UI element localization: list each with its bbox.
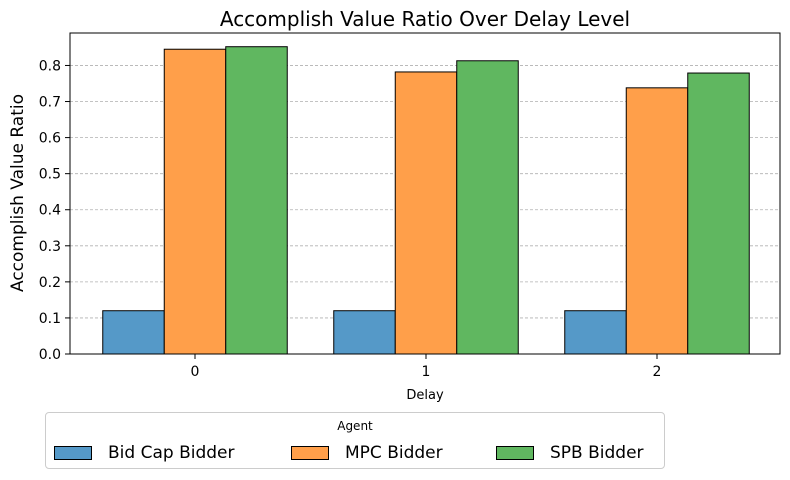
bar-bid-cap-bidder-2 xyxy=(564,310,627,355)
legend-swatch-bid-cap xyxy=(54,446,92,460)
y-tick-label: 0.5 xyxy=(39,167,61,183)
bar-spb-bidder-0 xyxy=(225,46,288,355)
legend-swatch-mpc xyxy=(291,446,329,460)
chart-title: Accomplish Value Ratio Over Delay Level xyxy=(220,7,630,31)
legend: Agent Bid Cap Bidder MPC Bidder SPB Bidd… xyxy=(45,412,665,469)
legend-label-spb: SPB Bidder xyxy=(550,443,644,463)
y-tick-label: 0.1 xyxy=(39,311,61,327)
x-tick-label: 0 xyxy=(191,364,200,380)
legend-item-bid-cap: Bid Cap Bidder xyxy=(54,443,234,463)
bar-spb-bidder-1 xyxy=(456,60,519,355)
y-axis-label: Accomplish Value Ratio xyxy=(8,94,28,292)
legend-item-spb: SPB Bidder xyxy=(496,443,644,463)
x-axis-label: Delay xyxy=(406,388,444,403)
bar-mpc-bidder-0 xyxy=(163,48,227,355)
y-tick-label: 0.8 xyxy=(39,58,61,74)
plot-frame xyxy=(69,32,781,355)
bar-bid-cap-bidder-0 xyxy=(102,310,165,355)
x-axis-ticks: 0 1 2 xyxy=(191,354,662,380)
y-tick-label: 0.7 xyxy=(39,95,61,111)
legend-title: Agent xyxy=(337,419,373,433)
legend-swatch-spb xyxy=(496,446,534,460)
y-tick-label: 0.4 xyxy=(39,203,61,219)
y-tick-label: 0.2 xyxy=(39,275,61,291)
bars xyxy=(102,46,750,355)
legend-label-bid-cap: Bid Cap Bidder xyxy=(108,443,235,463)
bar-bid-cap-bidder-1 xyxy=(333,310,396,355)
bar-mpc-bidder-1 xyxy=(394,71,458,355)
y-tick-label: 0.0 xyxy=(39,347,61,363)
x-tick-label: 2 xyxy=(653,364,662,380)
y-tick-label: 0.6 xyxy=(39,131,61,147)
bar-spb-bidder-2 xyxy=(687,72,750,355)
bar-mpc-bidder-2 xyxy=(625,87,689,355)
legend-label-mpc: MPC Bidder xyxy=(345,443,443,463)
y-axis-ticks: 0.0 0.1 0.2 0.3 0.4 0.5 0.6 0.7 0.8 xyxy=(39,58,70,363)
legend-item-mpc: MPC Bidder xyxy=(291,443,443,463)
x-tick-label: 1 xyxy=(422,364,431,380)
y-tick-label: 0.3 xyxy=(39,239,61,255)
